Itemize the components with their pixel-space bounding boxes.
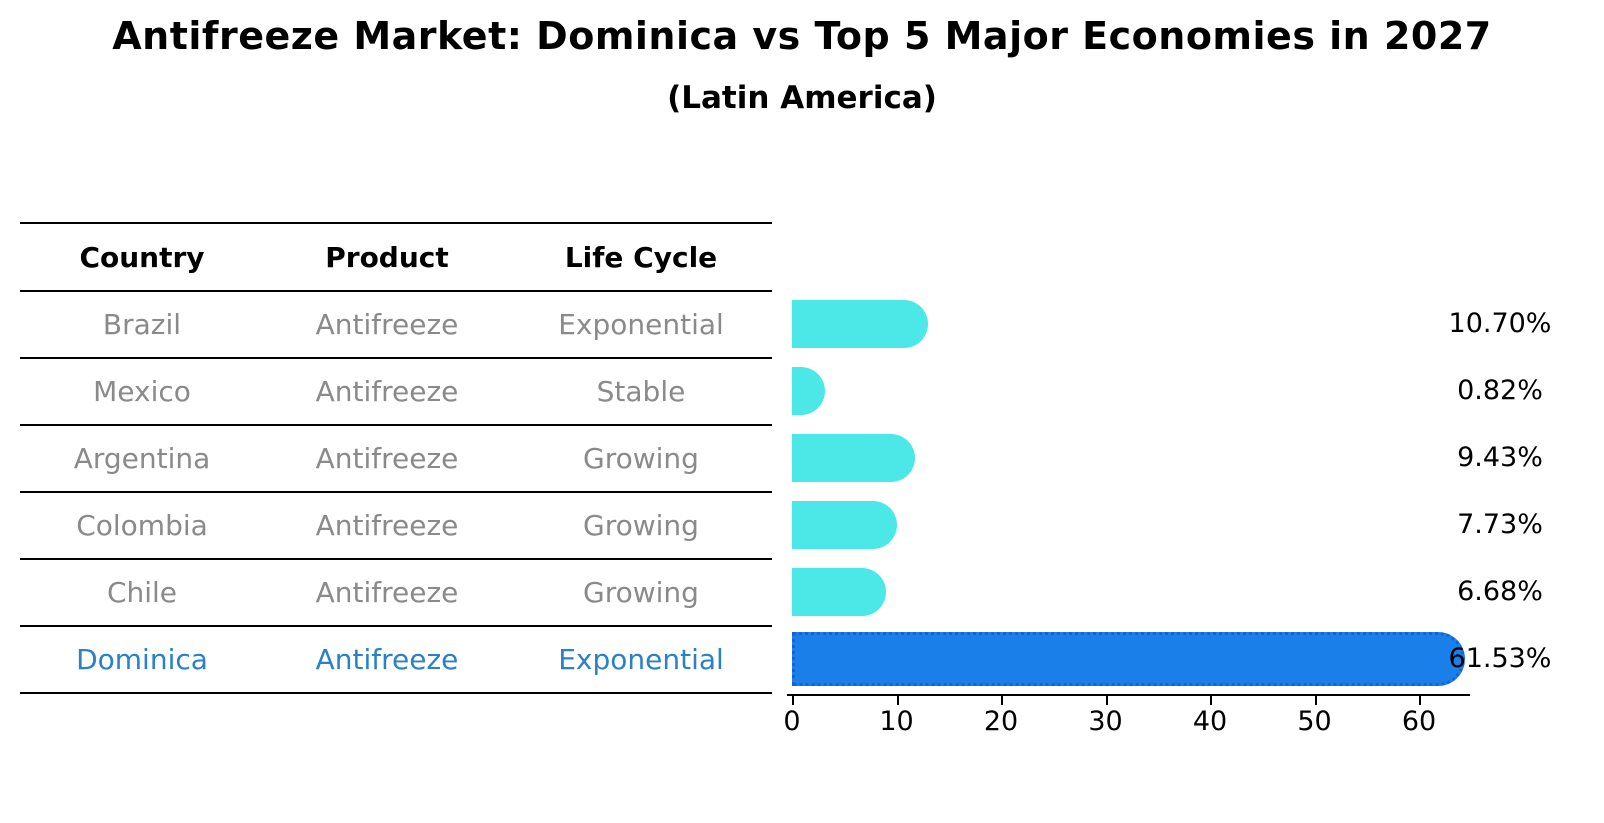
table-row-brazil: Brazil Antifreeze Exponential (20, 292, 772, 359)
bar-argentina (792, 433, 915, 482)
table-cell-product: Antifreeze (315, 576, 459, 609)
x-tick-label: 20 (983, 706, 1019, 737)
column-header-life-cycle: Life Cycle (564, 240, 718, 274)
value-label-mexico: 0.82% (1457, 374, 1543, 406)
table-cell-country: Mexico (93, 375, 191, 408)
value-label-brazil: 10.70% (1448, 307, 1552, 339)
value-label-argentina: 9.43% (1457, 441, 1543, 473)
table-cell-country: Dominica (76, 643, 208, 676)
data-table: Country Product Life Cycle Brazil Antifre… (20, 222, 772, 694)
table-cell-country: Chile (106, 576, 178, 609)
table-cell-life-cycle: Growing (583, 576, 699, 609)
value-label-chile: 6.68% (1457, 575, 1543, 607)
table-cell-product: Antifreeze (315, 509, 459, 542)
table-row-dominica: Dominica Antifreeze Exponential (20, 627, 772, 694)
table-cell-country: Colombia (76, 509, 208, 542)
bar-chile (792, 567, 886, 616)
table-row-argentina: Argentina Antifreeze Growing (20, 426, 772, 493)
x-tick-label: 0 (783, 706, 801, 737)
table-cell-life-cycle: Stable (596, 375, 686, 408)
x-tick-mark (896, 696, 899, 705)
x-tick-label: 10 (879, 706, 914, 737)
x-tick-mark (1210, 696, 1212, 705)
chart-title: Antifreeze Market: Dominica vs Top 5 Maj… (112, 14, 1492, 58)
table-cell-life-cycle: Exponential (558, 308, 724, 341)
x-tick-mark (792, 696, 794, 705)
chart-subtitle: (Latin America) (667, 80, 937, 116)
table-cell-product: Antifreeze (315, 308, 459, 341)
table-cell-country: Brazil (102, 308, 182, 341)
table-cell-life-cycle: Exponential (558, 643, 724, 676)
table-cell-life-cycle: Growing (583, 442, 699, 475)
table-row-colombia: Colombia Antifreeze Growing (20, 493, 772, 560)
column-header-country: Country (79, 240, 205, 274)
table-header-row: Country Product Life Cycle (20, 224, 772, 292)
x-axis-line (787, 694, 1470, 696)
table-row-mexico: Mexico Antifreeze Stable (20, 359, 772, 426)
x-tick-mark (1001, 696, 1003, 705)
x-tick-mark (1419, 696, 1421, 705)
highlight-bar-dominica (792, 631, 1465, 686)
column-header-product: Product (325, 240, 449, 274)
table-cell-country: Argentina (73, 442, 211, 475)
table-cell-product: Antifreeze (315, 375, 459, 408)
bar-mexico (792, 366, 825, 415)
bar-colombia (792, 500, 897, 549)
x-tick-label: 30 (1088, 706, 1123, 737)
table-cell-life-cycle: Growing (583, 509, 699, 542)
x-tick-label: 40 (1192, 706, 1228, 737)
x-tick-mark (1105, 696, 1108, 705)
table-cell-product: Antifreeze (315, 643, 459, 676)
x-tick-label: 50 (1297, 706, 1332, 737)
bar-brazil (792, 299, 928, 348)
x-tick-label: 60 (1401, 706, 1437, 737)
table-body: Brazil Antifreeze Exponential Mexico Antifre… (20, 292, 772, 694)
value-label-dominica: 61.53% (1448, 642, 1552, 674)
value-label-colombia: 7.73% (1457, 508, 1543, 540)
table-cell-product: Antifreeze (315, 442, 459, 475)
x-tick-mark (1314, 696, 1317, 705)
table-row-chile: Chile Antifreeze Growing (20, 560, 772, 627)
